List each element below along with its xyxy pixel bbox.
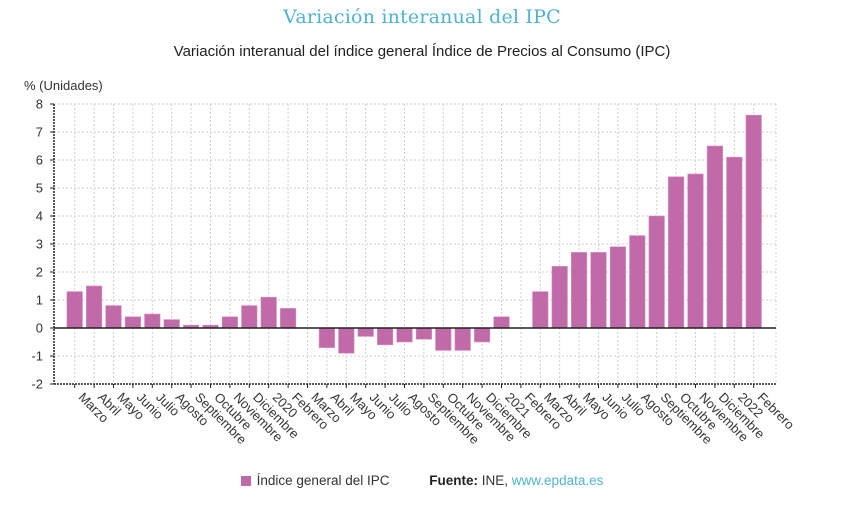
bar — [571, 252, 588, 329]
y-tick-label: -1 — [31, 349, 43, 364]
bar — [357, 327, 374, 337]
y-tick-label: 4 — [36, 209, 43, 224]
y-tick-label: 6 — [36, 153, 43, 168]
bar — [318, 327, 335, 348]
chart-title: Variación interanual del IPC — [283, 6, 561, 28]
bar — [609, 246, 626, 329]
y-tick-label: 7 — [36, 125, 43, 140]
bar — [144, 313, 161, 329]
y-tick-label: 8 — [36, 97, 43, 112]
source-link[interactable]: www.epdata.es — [511, 473, 604, 488]
bar — [396, 327, 413, 343]
bar — [532, 291, 549, 329]
bar — [551, 266, 568, 329]
bar — [86, 285, 103, 329]
bar — [415, 327, 432, 340]
source-label: Fuente: — [429, 473, 478, 488]
x-tick-labels: MarzoAbrilMayoJunioJulioAgostoSeptiembre… — [76, 390, 798, 448]
bar — [66, 291, 83, 329]
source-credit: Fuente: INE, www.epdata.es — [429, 473, 603, 488]
bar — [454, 327, 471, 351]
bar — [124, 316, 141, 329]
legend-series-label: Índice general del IPC — [256, 473, 390, 488]
y-tick-label: 0 — [36, 321, 43, 336]
bar — [163, 319, 180, 329]
bar — [241, 305, 258, 329]
y-axis-label: % (Unidades) — [24, 78, 103, 93]
source-text: INE, — [481, 473, 509, 488]
bar — [260, 296, 277, 329]
bar — [493, 316, 510, 329]
chart-subtitle: Variación interanual del índice general … — [173, 43, 671, 60]
bar — [668, 176, 685, 329]
bar — [726, 156, 743, 329]
bar — [338, 327, 355, 354]
bar — [474, 327, 491, 343]
bar — [221, 316, 238, 329]
bar — [105, 305, 122, 329]
grid-lines — [54, 103, 777, 384]
bar — [280, 308, 297, 329]
y-tick-label: 5 — [36, 181, 43, 196]
bar — [629, 235, 646, 329]
axes — [50, 103, 776, 388]
bar — [377, 327, 394, 346]
y-tick-label: 1 — [36, 293, 43, 308]
y-tick-label: 3 — [36, 237, 43, 252]
bar — [687, 173, 704, 329]
legend: Índice general del IPC Fuente: INE, www.… — [0, 473, 844, 488]
bar — [648, 215, 665, 329]
y-tick-label: -2 — [31, 377, 43, 392]
y-tick-label: 2 — [36, 265, 43, 280]
bars — [66, 114, 762, 354]
bar — [706, 145, 723, 329]
legend-swatch — [240, 476, 251, 486]
bar — [745, 114, 762, 329]
bar — [435, 327, 452, 351]
y-tick-labels: -2 -1 0 1 2 3 4 5 6 7 8 — [31, 97, 43, 392]
bar — [590, 252, 607, 329]
